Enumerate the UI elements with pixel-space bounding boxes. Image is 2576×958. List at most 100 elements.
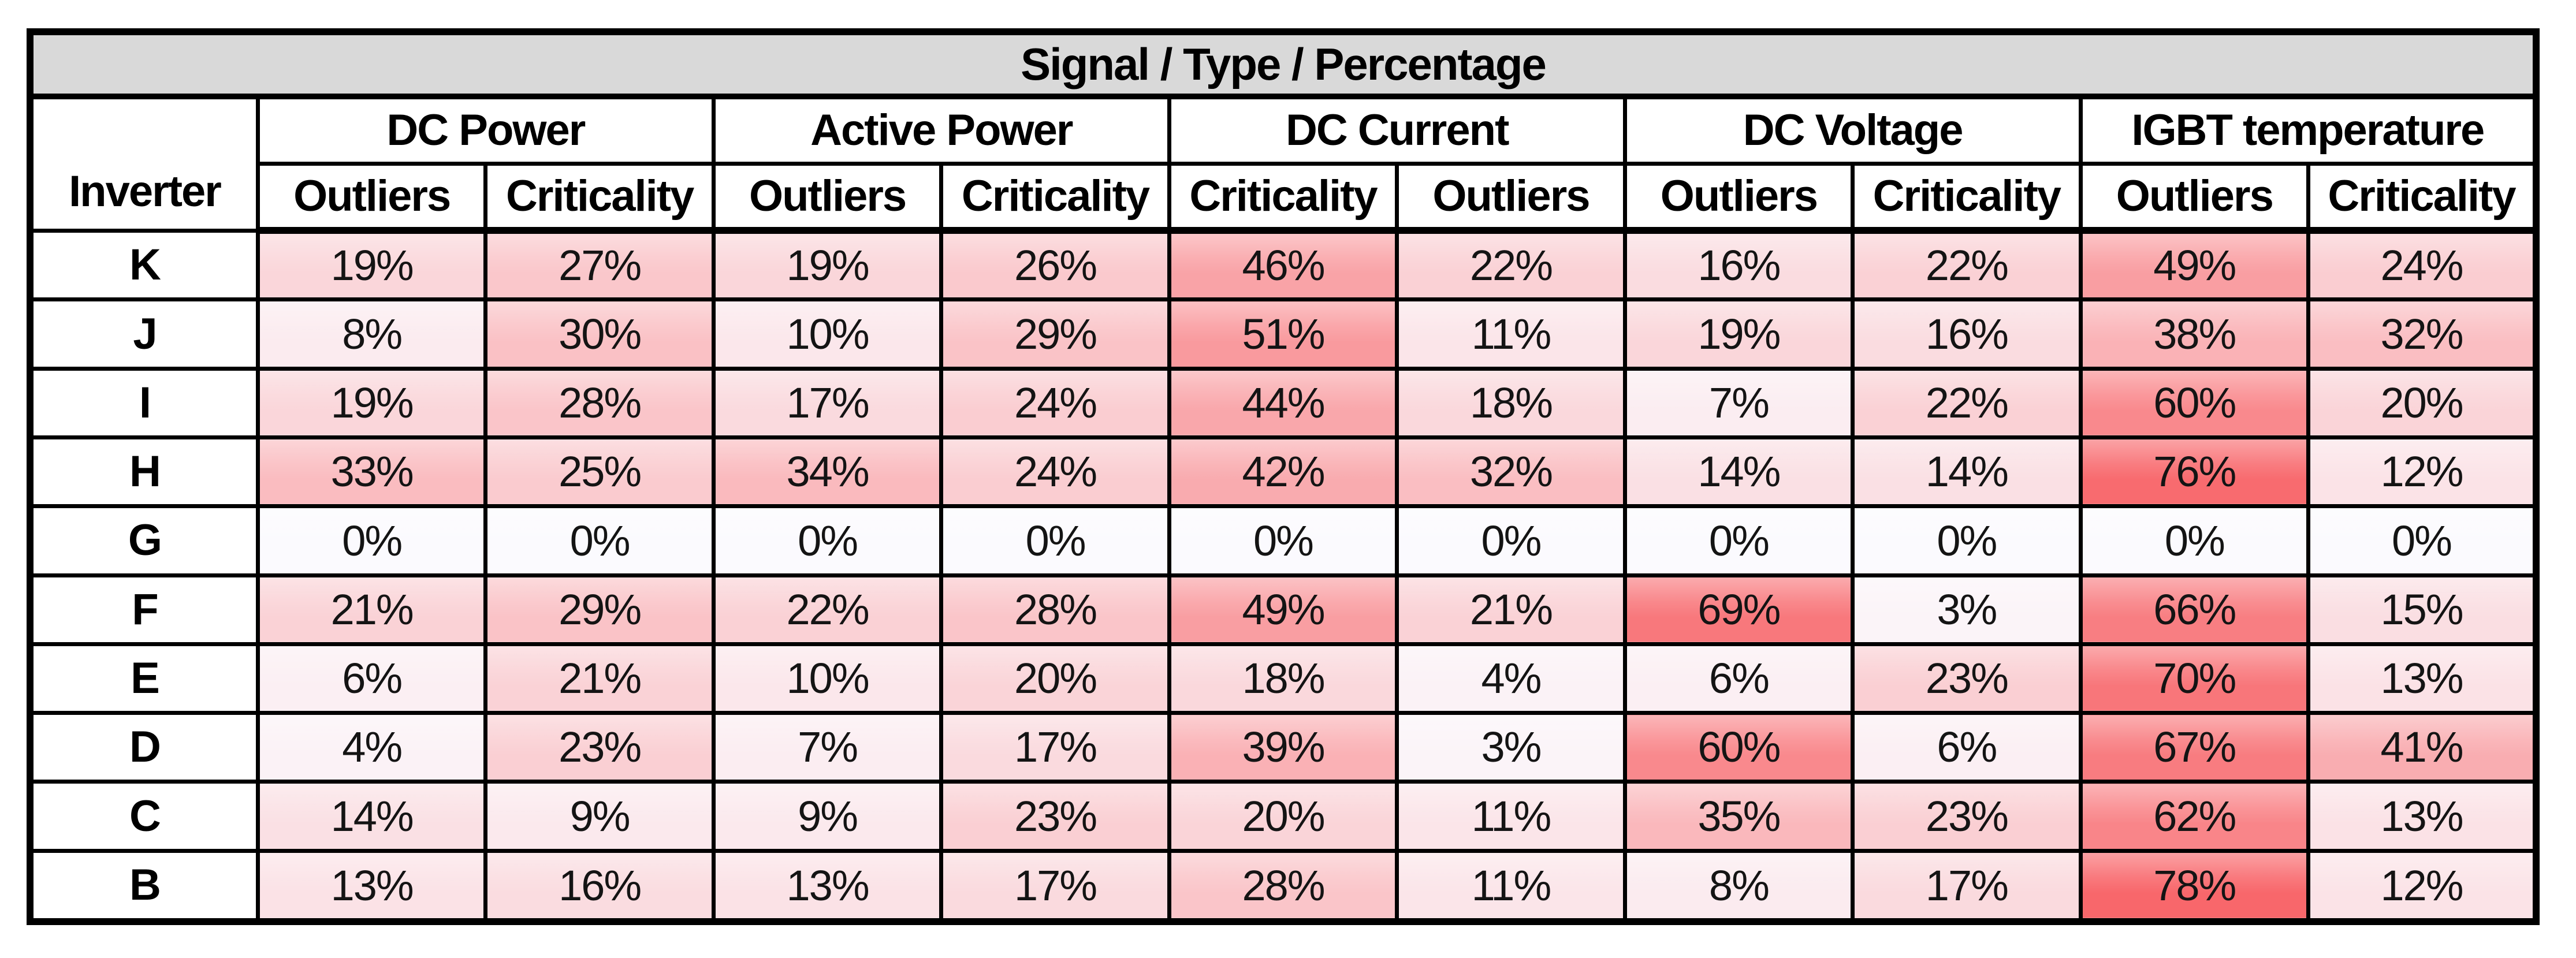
cell-K-1: 27% [483,228,716,302]
cell-E-8: 70% [2078,642,2311,715]
cell-F-1: 29% [483,573,716,646]
cell-H-3: 24% [939,435,1171,509]
cell-B-8: 78% [2078,848,2311,924]
cell-E-4: 18% [1167,642,1399,715]
cell-G-2: 0% [711,504,944,577]
cell-F-6: 69% [1622,573,1855,646]
cell-I-8: 60% [2078,366,2311,439]
cell-F-4: 49% [1167,573,1399,646]
cell-E-0: 6% [255,642,488,715]
title-row: Signal / Type / Percentage [28,29,2538,99]
subheader-dc-voltage-outliers: Outliers [1622,161,1855,234]
cell-C-6: 35% [1622,780,1855,853]
subheader-dc-power-criticality: Criticality [483,161,716,234]
inverter-row-K: K 19% 27% 19% 26% 46% 22% 16% 22% 49% 24% [28,228,2538,302]
cell-D-8: 67% [2078,711,2311,784]
cell-H-9: 12% [2306,435,2538,509]
cell-I-9: 20% [2306,366,2538,439]
cell-J-2: 10% [711,297,944,371]
cell-J-4: 51% [1167,297,1399,371]
cell-H-7: 14% [1851,435,2083,509]
cell-I-5: 18% [1395,366,1627,439]
cell-K-3: 26% [939,228,1171,302]
subheader-igbt-temperature-outliers: Outliers [2078,161,2311,234]
cell-J-3: 29% [939,297,1171,371]
cell-I-3: 24% [939,366,1171,439]
cell-H-0: 33% [255,435,488,509]
inverter-row-J: J 8% 30% 10% 29% 51% 11% 19% 16% 38% 32% [28,297,2538,371]
cell-B-6: 8% [1622,848,1855,924]
cell-G-3: 0% [939,504,1171,577]
group-header-row: Inverter DC Power Active Power DC Curren… [28,94,2538,233]
cell-K-0: 19% [255,228,488,302]
row-header-B: B [28,848,260,924]
cell-H-8: 76% [2078,435,2311,509]
row-header-I: I [28,366,260,439]
cell-E-2: 10% [711,642,944,715]
cell-E-5: 4% [1395,642,1627,715]
row-header-C: C [28,780,260,853]
table-body: K 19% 27% 19% 26% 46% 22% 16% 22% 49% 24% J 8% 30% 10%… [28,228,2538,924]
row-header-D: D [28,711,260,784]
cell-D-1: 23% [483,711,716,784]
table-title: Signal / Type / Percentage [28,29,2538,99]
cell-I-7: 22% [1851,366,2083,439]
cell-E-1: 21% [483,642,716,715]
cell-F-2: 22% [711,573,944,646]
row-header-J: J [28,297,260,371]
cell-F-8: 66% [2078,573,2311,646]
cell-I-0: 19% [255,366,488,439]
cell-B-7: 17% [1851,848,2083,924]
cell-E-7: 23% [1851,642,2083,715]
inverter-row-C: C 14% 9% 9% 23% 20% 11% 35% 23% 62% 13% [28,780,2538,853]
cell-J-8: 38% [2078,297,2311,371]
cell-D-2: 7% [711,711,944,784]
cell-G-1: 0% [483,504,716,577]
cell-F-0: 21% [255,573,488,646]
inverter-column-header: Inverter [28,94,260,233]
cell-J-6: 19% [1622,297,1855,371]
subheader-row: Outliers Criticality Outliers Criticalit… [30,161,2538,234]
cell-E-3: 20% [939,642,1171,715]
cell-H-6: 14% [1622,435,1855,509]
inverter-row-I: I 19% 28% 17% 24% 44% 18% 7% 22% 60% 20% [28,366,2538,439]
cell-E-6: 6% [1622,642,1855,715]
cell-C-3: 23% [939,780,1171,853]
cell-B-0: 13% [255,848,488,924]
cell-D-9: 41% [2306,711,2538,784]
cell-C-0: 14% [255,780,488,853]
cell-G-6: 0% [1622,504,1855,577]
cell-I-6: 7% [1622,366,1855,439]
cell-G-8: 0% [2078,504,2311,577]
cell-H-5: 32% [1395,435,1627,509]
cell-H-1: 25% [483,435,716,509]
cell-B-1: 16% [483,848,716,924]
cell-I-2: 17% [711,366,944,439]
cell-K-9: 24% [2306,228,2538,302]
cell-D-7: 6% [1851,711,2083,784]
cell-C-5: 11% [1395,780,1627,853]
group-header-dc-current: DC Current [1167,94,1627,166]
cell-C-2: 9% [711,780,944,853]
cell-B-2: 13% [711,848,944,924]
cell-G-0: 0% [255,504,488,577]
cell-C-8: 62% [2078,780,2311,853]
cell-F-3: 28% [939,573,1171,646]
cell-B-3: 17% [939,848,1171,924]
cell-J-1: 30% [483,297,716,371]
cell-F-9: 15% [2306,573,2538,646]
cell-D-0: 4% [255,711,488,784]
inverter-row-H: H 33% 25% 34% 24% 42% 32% 14% 14% 76% 12% [28,435,2538,509]
cell-J-5: 11% [1395,297,1627,371]
cell-K-5: 22% [1395,228,1627,302]
cell-G-9: 0% [2306,504,2538,577]
cell-K-8: 49% [2078,228,2311,302]
row-header-K: K [28,228,260,302]
subheader-active-power-criticality: Criticality [939,161,1171,234]
cell-B-9: 12% [2306,848,2538,924]
cell-K-4: 46% [1167,228,1399,302]
subheader-igbt-temperature-criticality: Criticality [2306,161,2538,234]
cell-G-7: 0% [1851,504,2083,577]
cell-K-7: 22% [1851,228,2083,302]
cell-J-7: 16% [1851,297,2083,371]
